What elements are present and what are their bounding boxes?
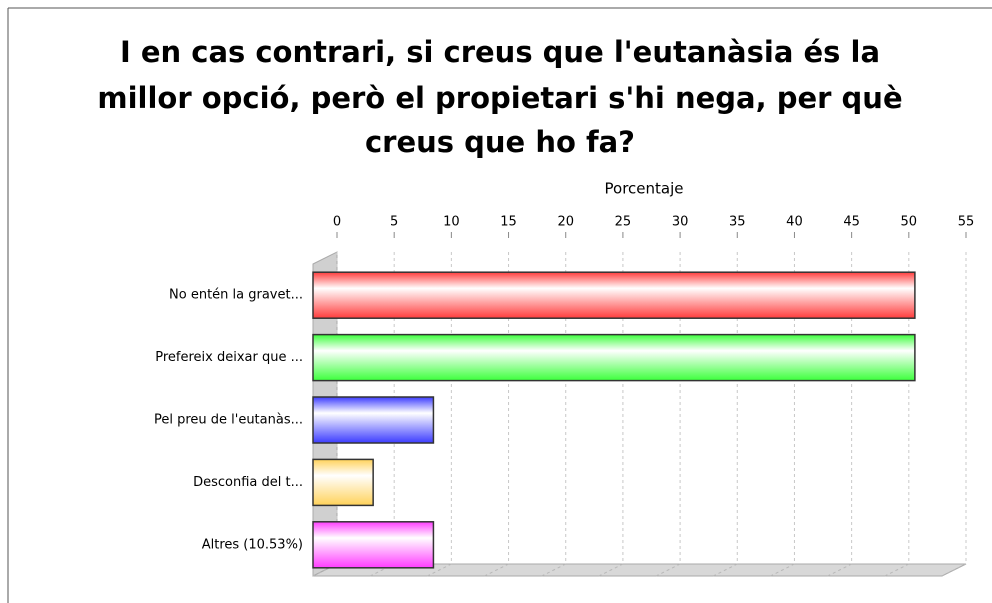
x-tick-label: 50: [901, 215, 918, 230]
chart-title: millor opció, però el propietari s'hi ne…: [97, 81, 902, 115]
y-tick-label: No entén la gravet...: [169, 288, 303, 303]
x-tick-label: 55: [958, 215, 975, 230]
x-tick-label: 25: [615, 215, 632, 230]
grid-line: [827, 563, 852, 577]
chart-title: I en cas contrari, si creus que l'eutanà…: [120, 35, 880, 69]
x-tick-label: 5: [390, 215, 398, 230]
grid-line: [541, 563, 566, 577]
grid-line: [770, 563, 795, 577]
grid-line: [312, 563, 338, 577]
x-tick-label: 10: [443, 215, 460, 230]
x-tick-label: 40: [786, 215, 803, 230]
y-tick-label: Desconfia del t...: [193, 475, 303, 490]
grid-line: [884, 563, 910, 577]
x-tick-label: 0: [333, 215, 341, 230]
chart-title: creus que ho fa?: [365, 125, 635, 159]
bar: [312, 458, 374, 507]
plot-background: [337, 252, 966, 564]
grid-line: [713, 563, 738, 577]
x-axis-label: Porcentaje: [605, 180, 684, 198]
grid-line: [655, 563, 681, 577]
x-tick-label: 30: [672, 215, 689, 230]
x-tick-label: 20: [557, 215, 574, 230]
bar: [312, 271, 916, 319]
x-tick-label: 35: [729, 215, 746, 230]
bar: [312, 521, 435, 569]
bar: [312, 396, 435, 444]
y-tick-label: Pel preu de l'eutanàs...: [154, 413, 303, 428]
grid-line: [369, 563, 395, 577]
x-tick-label: 45: [843, 215, 860, 230]
y-tick-label: Prefereix deixar que ...: [155, 350, 303, 365]
grid-line: [427, 563, 452, 577]
grid-line: [598, 563, 624, 577]
bar: [312, 333, 916, 382]
y-tick-label: Altres (10.53%): [202, 537, 303, 552]
grid-line: [484, 563, 509, 577]
x-tick-label: 15: [500, 215, 517, 230]
grid-line: [941, 563, 967, 577]
